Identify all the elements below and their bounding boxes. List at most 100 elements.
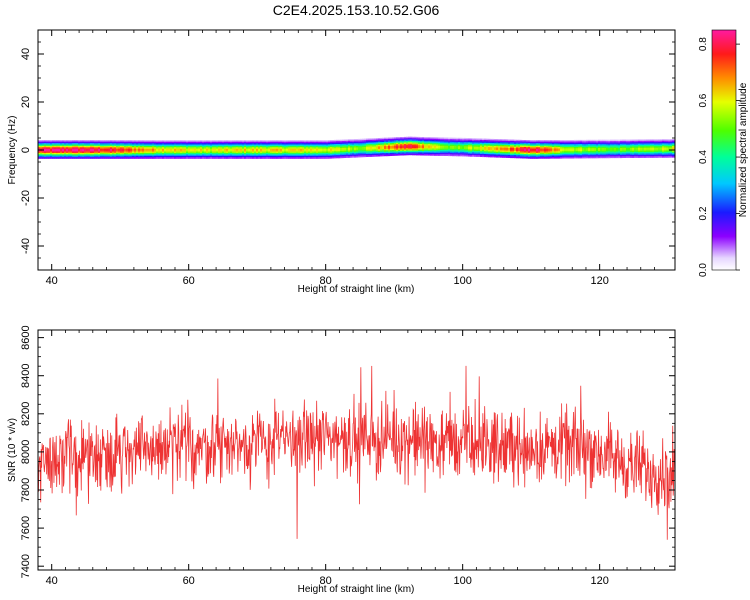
spectrogram-cell — [630, 153, 633, 156]
spectrogram-cell — [296, 141, 299, 144]
spectrogram-cell — [492, 151, 495, 154]
spectrogram-cell — [404, 150, 407, 153]
spectrogram-cell — [60, 140, 63, 142]
spectrogram-cell — [254, 151, 257, 154]
spectrogram-cell — [114, 144, 117, 147]
spectrogram-cell — [242, 148, 245, 151]
spectrogram-cell — [374, 142, 377, 145]
spectrogram-cell — [66, 147, 69, 149]
spectrogram-cell — [570, 156, 573, 159]
spectrogram-cell — [332, 151, 335, 153]
spectrogram-cell — [82, 157, 85, 159]
spectrogram-cell — [206, 150, 209, 152]
spectrogram-cell — [648, 156, 651, 158]
spectrogram-cell — [140, 147, 143, 149]
spectrogram-cell — [206, 152, 209, 155]
spectrogram-cell — [432, 145, 435, 148]
spectrogram-cell — [212, 141, 215, 144]
spectrogram-cell — [400, 137, 403, 139]
spectrogram-cell — [648, 142, 651, 144]
spectrogram-cell — [326, 152, 329, 155]
spectrogram-cell — [74, 141, 77, 144]
spectrogram-cell — [484, 152, 487, 155]
spectrogram-cell — [566, 142, 569, 145]
spectrogram-cell — [628, 139, 631, 142]
spectrogram-cell — [332, 142, 335, 145]
spectrogram-cell — [522, 147, 525, 149]
spectrogram-cell — [624, 147, 627, 150]
spectrogram-cell — [586, 145, 589, 148]
spectrogram-cell — [238, 155, 241, 158]
spectrogram-cell — [136, 157, 139, 159]
spectrogram-cell — [76, 150, 79, 152]
spectrogram-cell — [432, 151, 435, 153]
spectrogram-cell — [256, 145, 259, 148]
spectrogram-cell — [322, 155, 325, 158]
spectrogram-cell — [88, 152, 91, 155]
spectrogram-cell — [118, 140, 121, 142]
spectrogram-cell — [618, 152, 621, 154]
spectrogram-cell — [430, 151, 433, 153]
spectrogram-cell — [672, 154, 675, 157]
spectrogram-cell — [518, 149, 521, 152]
spectrogram-cell — [142, 144, 145, 147]
spectrogram-cell — [550, 140, 553, 142]
spectrogram-cell — [208, 155, 211, 158]
spectrogram-cell — [398, 145, 401, 148]
spectrogram-cell — [52, 150, 55, 152]
spectrogram-cell — [440, 152, 443, 155]
spectrogram-cell — [308, 157, 311, 159]
spectrogram-cell — [540, 140, 543, 142]
spectrogram-cell — [310, 143, 313, 145]
spectrogram-cell — [64, 141, 67, 144]
spectrogram-cell — [670, 150, 673, 152]
spectrogram-cell — [448, 143, 451, 145]
spectrogram-cell — [104, 141, 107, 144]
spectrogram-cell — [490, 138, 493, 141]
spectrogram-cell — [574, 155, 577, 157]
spectrogram-cell — [596, 146, 599, 149]
spectrogram-cell — [134, 155, 137, 158]
spectrogram-cell — [440, 143, 443, 145]
spectrogram-cell — [562, 155, 565, 158]
spectrogram-cell — [92, 140, 95, 142]
spectrogram-cell — [332, 155, 335, 158]
spectrogram-cell — [624, 145, 627, 147]
spectrogram-cell — [338, 144, 341, 146]
spectrogram-cell — [648, 150, 651, 153]
spectrogram-cell — [466, 150, 469, 153]
spectrogram-cell — [186, 145, 189, 148]
spectrogram-cell — [658, 144, 661, 147]
spectrogram-cell — [258, 147, 261, 149]
spectrogram-cell — [552, 144, 555, 146]
spectrogram-cell — [156, 140, 159, 142]
spectrogram-cell — [174, 157, 177, 159]
spectrogram-cell — [672, 144, 675, 147]
spectrogram-cell — [224, 144, 227, 147]
spectrogram-cell — [346, 146, 349, 149]
spectrogram-cell — [238, 145, 241, 148]
spectrogram-cell — [640, 145, 643, 147]
spectrogram-cell — [410, 139, 413, 142]
spectrogram-cell — [150, 152, 153, 155]
spectrogram-cell — [640, 152, 643, 154]
spectrogram-cell — [320, 147, 323, 149]
spectrogram-cell — [304, 141, 307, 144]
spectrogram-cell — [406, 152, 409, 154]
spectrogram-cell — [108, 150, 111, 152]
spectrogram-cell — [266, 141, 269, 144]
spectrogram-cell — [114, 147, 117, 149]
spectrogram-cell — [562, 141, 565, 144]
spectrogram-cell — [594, 152, 597, 155]
spectrogram-cell — [438, 138, 441, 141]
spectrogram-cell — [666, 154, 669, 157]
spectrogram-cell — [362, 151, 365, 153]
spectrogram-cell — [162, 152, 165, 155]
spectrogram-cell — [354, 155, 357, 158]
spectrogram-cell — [626, 145, 629, 147]
spectrogram-cell — [244, 144, 247, 147]
spectrogram-cell — [342, 143, 345, 146]
spectrogram-cell — [656, 149, 659, 151]
spectrogram-cell — [662, 154, 665, 157]
spectrogram-cell — [360, 143, 363, 145]
